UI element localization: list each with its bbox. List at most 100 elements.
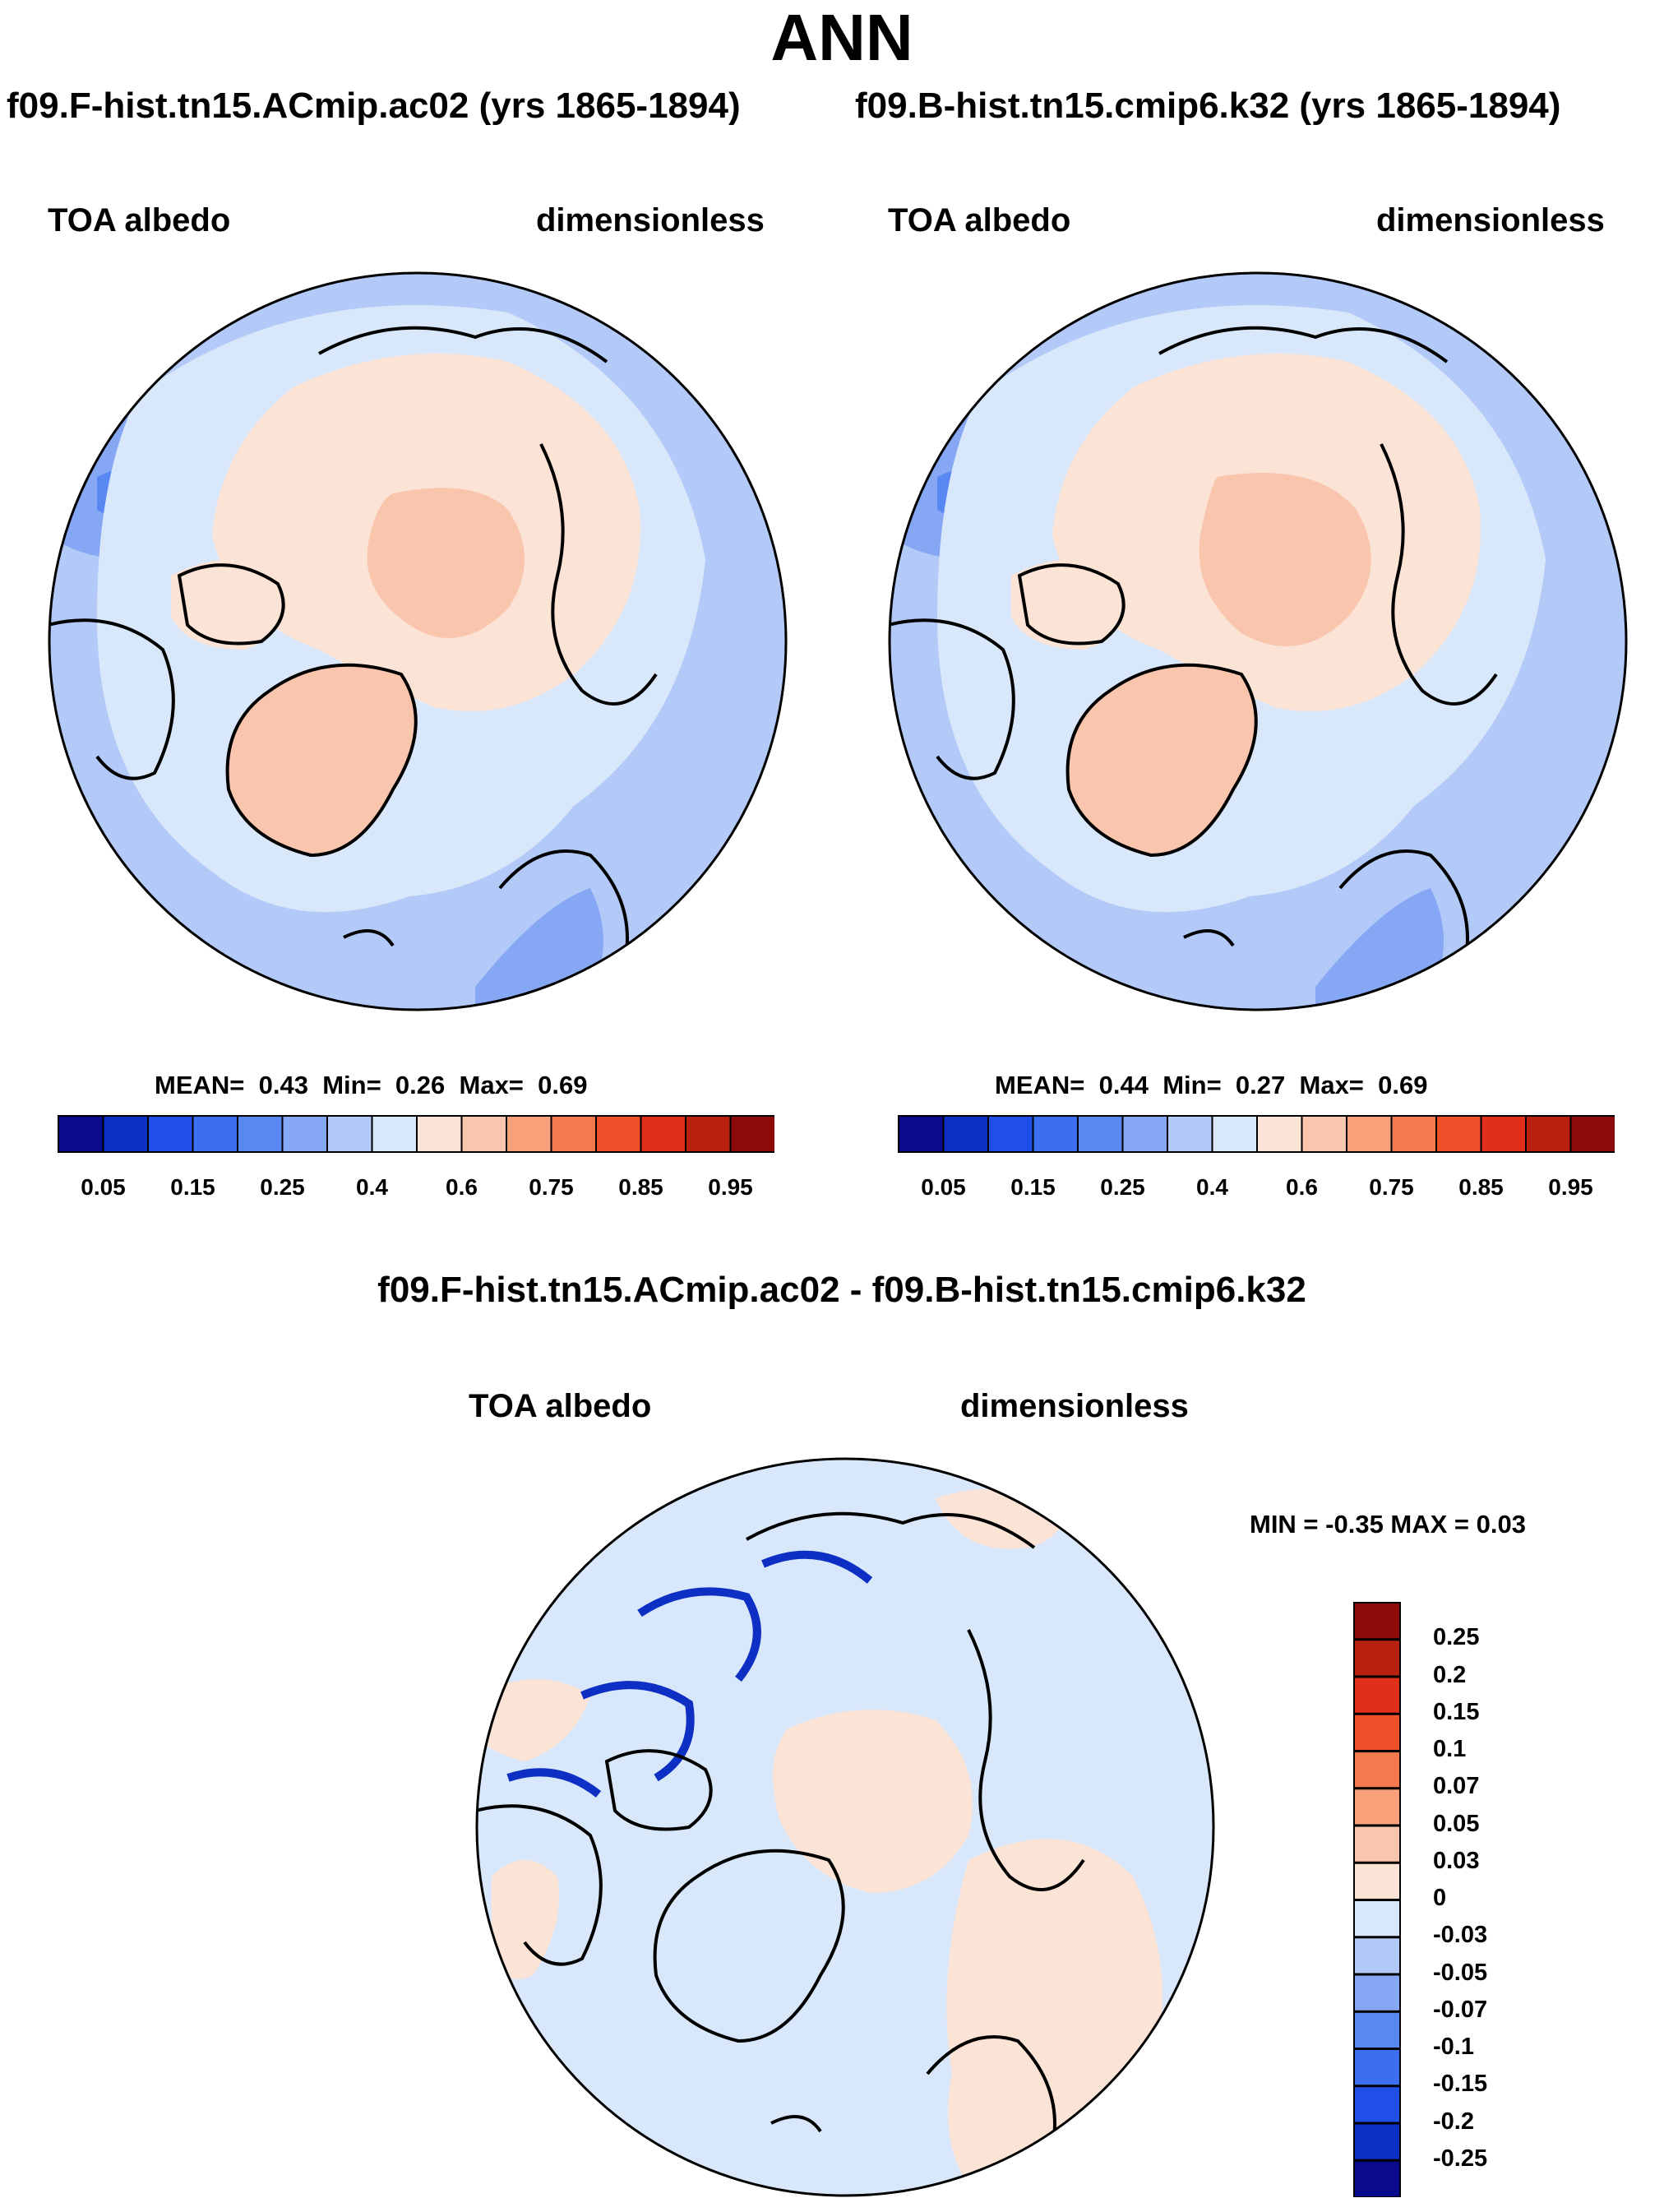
colorbar-swatch xyxy=(58,1115,104,1153)
colorbar-tick-label: 0.05 xyxy=(81,1174,126,1200)
colorbar-tick-label: 0.75 xyxy=(529,1174,574,1200)
colorbar-swatch xyxy=(1077,1115,1124,1153)
panel-2-units: dimensionless xyxy=(1376,202,1605,238)
colorbar-tick-label: 0.07 xyxy=(1433,1773,1480,1800)
difference-title: f09.F-hist.tn15.ACmip.ac02 - f09.B-hist.… xyxy=(377,1270,1306,1310)
colorbar-swatch xyxy=(1256,1115,1303,1153)
max-label: Max= xyxy=(459,1071,524,1099)
colorbar-swatch xyxy=(685,1115,732,1153)
panel-2-colorbar xyxy=(898,1115,1615,1153)
panel-1-colorbar xyxy=(58,1115,774,1153)
colorbar-swatch xyxy=(1353,1788,1401,1826)
greenland-region xyxy=(227,664,416,855)
mean-value: 0.43 xyxy=(258,1071,308,1099)
max-label: Max= xyxy=(1299,1071,1364,1099)
colorbar-swatch xyxy=(1353,1602,1401,1640)
mean-label: MEAN= xyxy=(995,1071,1085,1099)
difference-map xyxy=(475,1457,1215,2197)
difference-minmax: MIN = -0.35 MAX = 0.03 xyxy=(1250,1510,1526,1539)
colorbar-swatch xyxy=(1121,1115,1168,1153)
colorbar-swatch xyxy=(192,1115,238,1153)
colorbar-tick-label: 0.03 xyxy=(1433,1847,1480,1874)
colorbar-tick-label: 0.25 xyxy=(1433,1624,1480,1651)
colorbar-swatch xyxy=(1353,1900,1401,1938)
panel-1-stats: MEAN= 0.43 Min= 0.26 Max= 0.69 xyxy=(155,1071,588,1100)
colorbar-tick-label: 0.6 xyxy=(446,1174,478,1200)
colorbar-tick-label: 0.4 xyxy=(356,1174,388,1200)
colorbar-swatch xyxy=(326,1115,373,1153)
colorbar-swatch xyxy=(550,1115,597,1153)
colorbar-swatch xyxy=(147,1115,194,1153)
colorbar-tick-label: 0.25 xyxy=(1100,1174,1145,1200)
colorbar-tick-label: -0.05 xyxy=(1433,1959,1488,1986)
colorbar-swatch xyxy=(102,1115,149,1153)
colorbar-swatch xyxy=(416,1115,463,1153)
colorbar-swatch xyxy=(729,1115,774,1153)
diff-positive-atlantic xyxy=(492,1860,559,1979)
canadian-archipelago-region xyxy=(1011,559,1128,650)
diff-positive-pacific xyxy=(477,1679,590,1761)
diff-positive-eurasia xyxy=(946,1839,1162,2196)
colorbar-swatch xyxy=(506,1115,552,1153)
colorbar-swatch xyxy=(1346,1115,1393,1153)
colorbar-swatch xyxy=(1211,1115,1258,1153)
colorbar-swatch xyxy=(460,1115,507,1153)
colorbar-tick-label: 0.2 xyxy=(1433,1661,1467,1688)
panel-1-units: dimensionless xyxy=(536,202,765,238)
colorbar-swatch xyxy=(595,1115,642,1153)
colorbar-tick-label: 0.25 xyxy=(260,1174,305,1200)
colorbar-tick-label: -0.03 xyxy=(1433,1922,1488,1949)
colorbar-tick-label: -0.2 xyxy=(1433,2108,1474,2135)
colorbar-swatch xyxy=(1353,1639,1401,1678)
mean-label: MEAN= xyxy=(155,1071,245,1099)
colorbar-tick-label: -0.07 xyxy=(1433,1996,1488,2023)
colorbar-swatch xyxy=(1353,1937,1401,1975)
panel-1-map xyxy=(48,271,788,1011)
colorbar-tick-label: 0.05 xyxy=(1433,1810,1480,1837)
colorbar-swatch xyxy=(1569,1115,1615,1153)
panel-2-stats: MEAN= 0.44 Min= 0.27 Max= 0.69 xyxy=(995,1071,1428,1100)
colorbar-tick-label: 0.4 xyxy=(1196,1174,1228,1200)
plot-title: ANN xyxy=(770,1,913,74)
colorbar-tick-label: 0.05 xyxy=(921,1174,966,1200)
colorbar-tick-label: -0.1 xyxy=(1433,2034,1474,2060)
min-label: Min= xyxy=(322,1071,381,1099)
coastlines xyxy=(890,326,1498,1010)
colorbar-tick-label: 0.85 xyxy=(618,1174,663,1200)
difference-colorbar xyxy=(1353,1602,1401,2197)
colorbar-swatch xyxy=(1301,1115,1347,1153)
colorbar-swatch xyxy=(1353,2085,1401,2124)
colorbar-tick-label: 0.6 xyxy=(1286,1174,1318,1200)
min-label: Min= xyxy=(1162,1071,1222,1099)
map-border xyxy=(48,271,788,1011)
colorbar-swatch xyxy=(1353,2048,1401,2087)
min-value: 0.27 xyxy=(1235,1071,1286,1099)
colorbar-swatch xyxy=(1353,1862,1401,1900)
colorbar-tick-label: 0.85 xyxy=(1458,1174,1504,1200)
colorbar-tick-label: 0 xyxy=(1433,1885,1447,1911)
mean-value: 0.44 xyxy=(1098,1071,1149,1099)
colorbar-swatch xyxy=(1480,1115,1527,1153)
panel-2-case-title: f09.B-hist.tn15.cmip6.k32 (yrs 1865-1894… xyxy=(855,86,1561,126)
colorbar-swatch xyxy=(1353,2159,1401,2197)
colorbar-tick-label: 0.95 xyxy=(708,1174,753,1200)
central-arctic-high-region xyxy=(367,488,525,638)
map-border xyxy=(888,271,1628,1011)
colorbar-swatch xyxy=(1353,1825,1401,1863)
map-border xyxy=(475,1457,1215,2197)
colorbar-swatch xyxy=(1353,1676,1401,1715)
panel-1-case-title: f09.F-hist.tn15.ACmip.ac02 (yrs 1865-189… xyxy=(7,86,741,126)
colorbar-swatch xyxy=(1353,1751,1401,1789)
colorbar-swatch xyxy=(942,1115,989,1153)
colorbar-swatch xyxy=(1390,1115,1437,1153)
difference-variable: TOA albedo xyxy=(469,1388,652,1424)
colorbar-swatch xyxy=(371,1115,418,1153)
colorbar-swatch xyxy=(1353,2011,1401,2049)
colorbar-tick-label: 0.15 xyxy=(170,1174,215,1200)
colorbar-swatch xyxy=(1353,2122,1401,2161)
colorbar-swatch xyxy=(1032,1115,1079,1153)
colorbar-tick-label: -0.15 xyxy=(1433,2071,1488,2098)
colorbar-tick-label: 0.1 xyxy=(1433,1736,1467,1762)
colorbar-swatch xyxy=(1167,1115,1213,1153)
max-value: 0.69 xyxy=(538,1071,588,1099)
